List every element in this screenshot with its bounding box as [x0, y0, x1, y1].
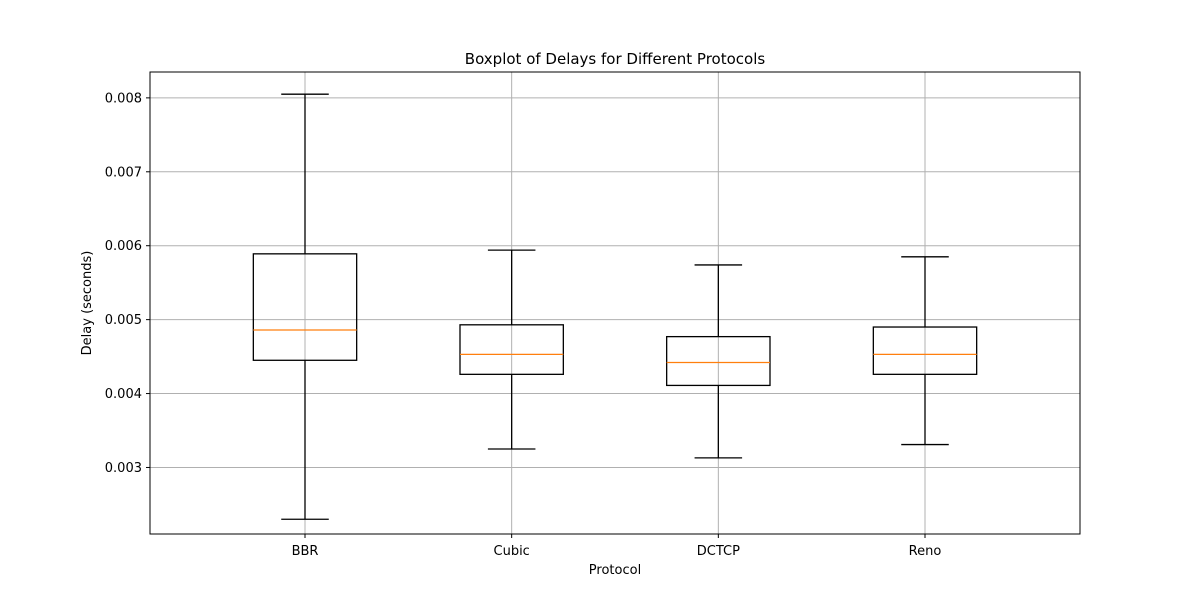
iqr-box [666, 335, 771, 387]
x-tick-label: Reno [909, 544, 942, 559]
box-reno [872, 256, 978, 446]
box-layer [252, 93, 978, 520]
x-axis-title: Protocol [589, 563, 641, 578]
box-bbr [252, 93, 358, 520]
plot-frame [149, 71, 1081, 535]
y-tick-label: 0.005 [105, 313, 142, 328]
box-cubic [459, 249, 564, 450]
x-tick-label: DCTCP [697, 544, 740, 559]
iqr-box [872, 326, 978, 375]
y-tick-label: 0.007 [105, 165, 142, 180]
x-tick-label: Cubic [494, 544, 530, 559]
chart-title: Boxplot of Delays for Different Protocol… [465, 50, 766, 68]
y-tick-label: 0.003 [105, 461, 142, 476]
y-tick-label: 0.008 [105, 91, 142, 106]
iqr-box [252, 253, 358, 361]
y-tick-label: 0.006 [105, 239, 142, 254]
y-axis-title: Delay (seconds) [80, 251, 95, 356]
x-tick-label: BBR [292, 544, 319, 559]
grid-layer [150, 72, 1080, 534]
iqr-box [459, 324, 564, 375]
tick-layer: 0.003 0.004 0.005 0.006 0.007 0.008 BBR Cubic DC… [105, 91, 942, 559]
y-tick-label: 0.004 [105, 387, 142, 402]
box-dctcp [666, 264, 771, 459]
